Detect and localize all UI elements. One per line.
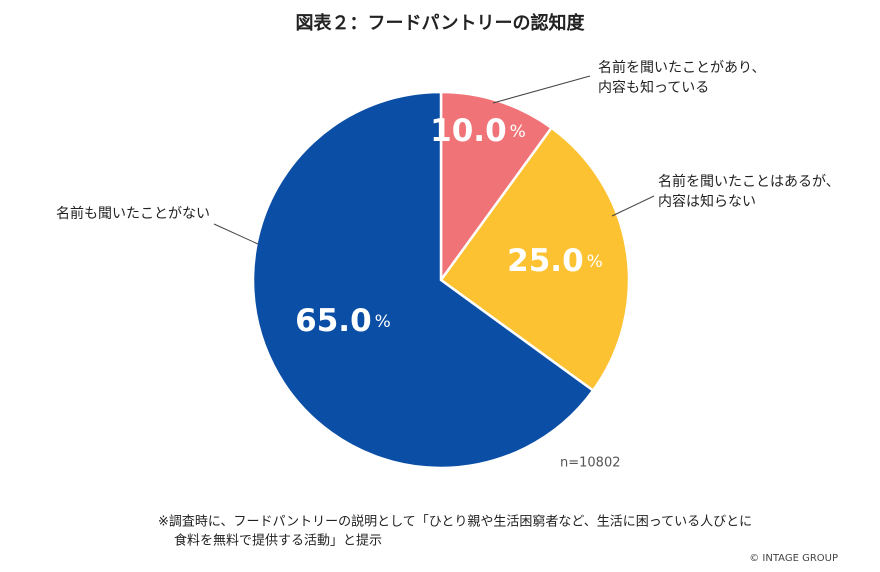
leader-line: [492, 75, 591, 104]
value-label: 10.0%: [430, 113, 526, 149]
sample-note: n=10802: [560, 456, 621, 471]
value-label: 25.0%: [507, 243, 603, 279]
copyright: © INTAGE GROUP: [749, 553, 838, 564]
value-label: 65.0%: [295, 303, 391, 339]
chart-title: 図表２：フードパントリーの認知度: [296, 12, 586, 34]
category-label: 名前も聞いたことがない: [56, 205, 210, 222]
pie-slice: [251, 90, 595, 470]
category-label: 名前を聞いたことはあるが、内容は知らない: [658, 173, 840, 210]
pie-slice: [439, 126, 631, 393]
footnote: ※調査時に、フードパントリーの説明として「ひとり親や生活困窮者など、生活に困って…: [158, 514, 752, 530]
footnote: 食料を無料で提供する活動」と提示: [174, 533, 382, 549]
category-label: 名前を聞いたことがあり、内容も知っている: [598, 59, 765, 96]
leader-line: [213, 223, 259, 245]
leader-line: [611, 195, 655, 217]
